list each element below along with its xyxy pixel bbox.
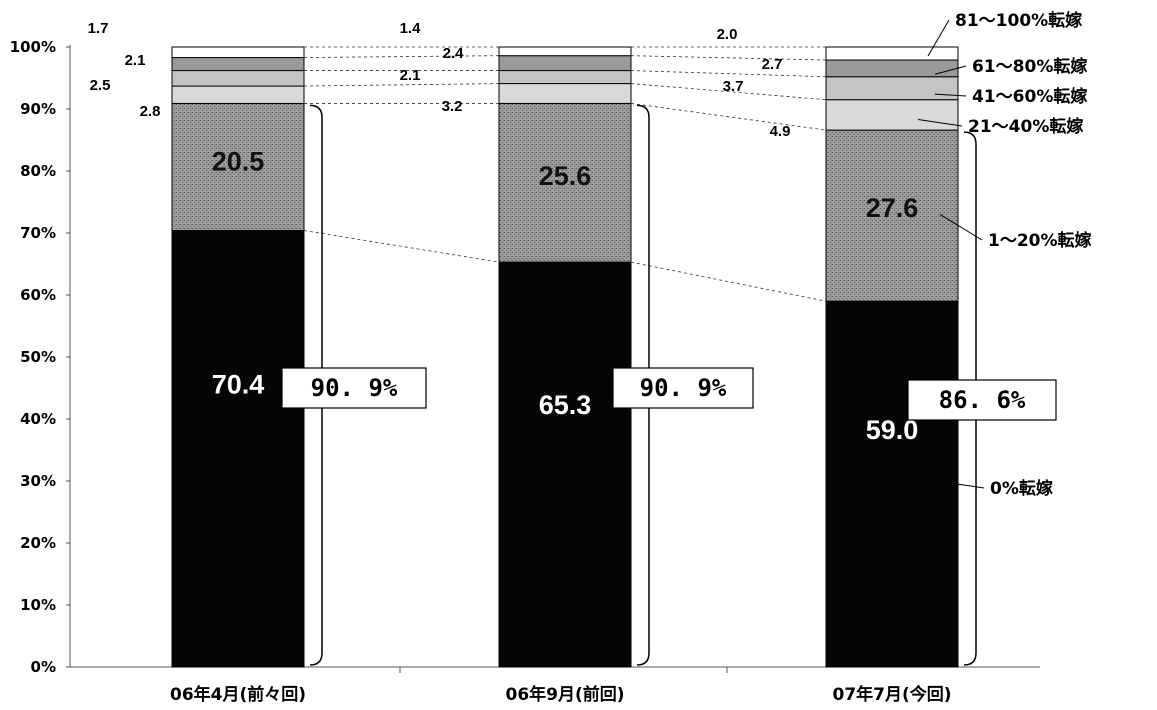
y-tick-label: 30%	[20, 472, 56, 490]
y-tick-label: 80%	[20, 162, 56, 180]
value-label: 70.4	[212, 369, 265, 399]
bar-segment	[825, 46, 959, 61]
legend-label: 0%転嫁	[990, 478, 1053, 499]
value-label: 2.8	[140, 103, 161, 120]
y-tick-label: 0%	[31, 658, 56, 676]
legend-leader-line	[927, 19, 950, 57]
value-label: 1.7	[88, 20, 109, 37]
bar-segment	[171, 46, 305, 59]
legend-label: 1～20%転嫁	[988, 230, 1092, 251]
bar-segment	[825, 59, 959, 78]
value-label: 27.6	[866, 193, 919, 223]
x-category-label: 06年9月(前回)	[505, 684, 624, 705]
total-box	[281, 367, 427, 409]
bar-segment	[171, 70, 305, 87]
legend-leader-line	[939, 213, 983, 241]
x-category-label: 07年7月(今回)	[832, 684, 951, 705]
total-label: 86. 6%	[939, 386, 1026, 414]
connector-line	[630, 70, 827, 78]
y-tick-label: 10%	[20, 596, 56, 614]
connector-line	[630, 55, 827, 61]
connector-line	[303, 55, 500, 58]
y-tick-label: 50%	[20, 348, 56, 366]
legend-leader-line	[934, 93, 967, 97]
y-tick-label: 70%	[20, 224, 56, 242]
connector-line	[303, 230, 500, 263]
total-label: 90. 9%	[640, 374, 727, 402]
legend-label: 21～40%転嫁	[968, 116, 1083, 137]
connector-line	[630, 103, 827, 131]
connector-line	[630, 83, 827, 101]
value-label: 25.6	[539, 161, 592, 191]
value-label: 3.2	[442, 98, 463, 115]
value-label: 2.4	[443, 45, 465, 62]
legend-label: 61～80%転嫁	[972, 56, 1087, 77]
value-label: 4.9	[770, 123, 791, 140]
y-tick-label: 40%	[20, 410, 56, 428]
total-box	[907, 379, 1057, 421]
connector-line	[303, 83, 500, 87]
bar-segment	[498, 83, 632, 104]
bar-segment	[498, 55, 632, 72]
legend-leader-line	[934, 65, 967, 75]
legend-label: 41～60%転嫁	[972, 86, 1087, 107]
value-label: 65.3	[539, 390, 592, 420]
bar-segment	[498, 70, 632, 85]
legend-leader-line	[917, 119, 963, 127]
legend-label: 81～100%転嫁	[955, 10, 1082, 31]
bar-segment	[498, 102, 632, 263]
bar-segment	[171, 230, 305, 668]
bar-segment	[498, 261, 632, 668]
bar-segment	[171, 85, 305, 104]
y-tick-label: 100%	[10, 38, 56, 56]
bar-segment	[171, 57, 305, 72]
bar-segment	[825, 99, 959, 131]
bar-segment	[171, 102, 305, 232]
y-tick-label: 60%	[20, 286, 56, 304]
total-box	[612, 367, 754, 409]
y-tick-label: 90%	[20, 100, 56, 118]
value-label: 3.7	[723, 78, 744, 95]
y-tick-label: 20%	[20, 534, 56, 552]
bar-segment	[498, 46, 632, 57]
value-label: 2.5	[90, 77, 111, 94]
connector-line	[630, 261, 827, 302]
x-category-label: 06年4月(前々回)	[170, 684, 306, 705]
value-label: 2.1	[400, 67, 421, 84]
bar-segment	[825, 129, 959, 302]
total-label: 90. 9%	[311, 374, 398, 402]
value-label: 2.7	[762, 56, 783, 73]
value-label: 2.1	[125, 52, 146, 69]
legend-leader-line	[957, 483, 985, 489]
bar-segment	[825, 300, 959, 668]
bar-segment	[825, 76, 959, 101]
value-label: 2.0	[717, 26, 738, 43]
value-label: 1.4	[400, 20, 422, 37]
value-label: 20.5	[212, 147, 265, 177]
